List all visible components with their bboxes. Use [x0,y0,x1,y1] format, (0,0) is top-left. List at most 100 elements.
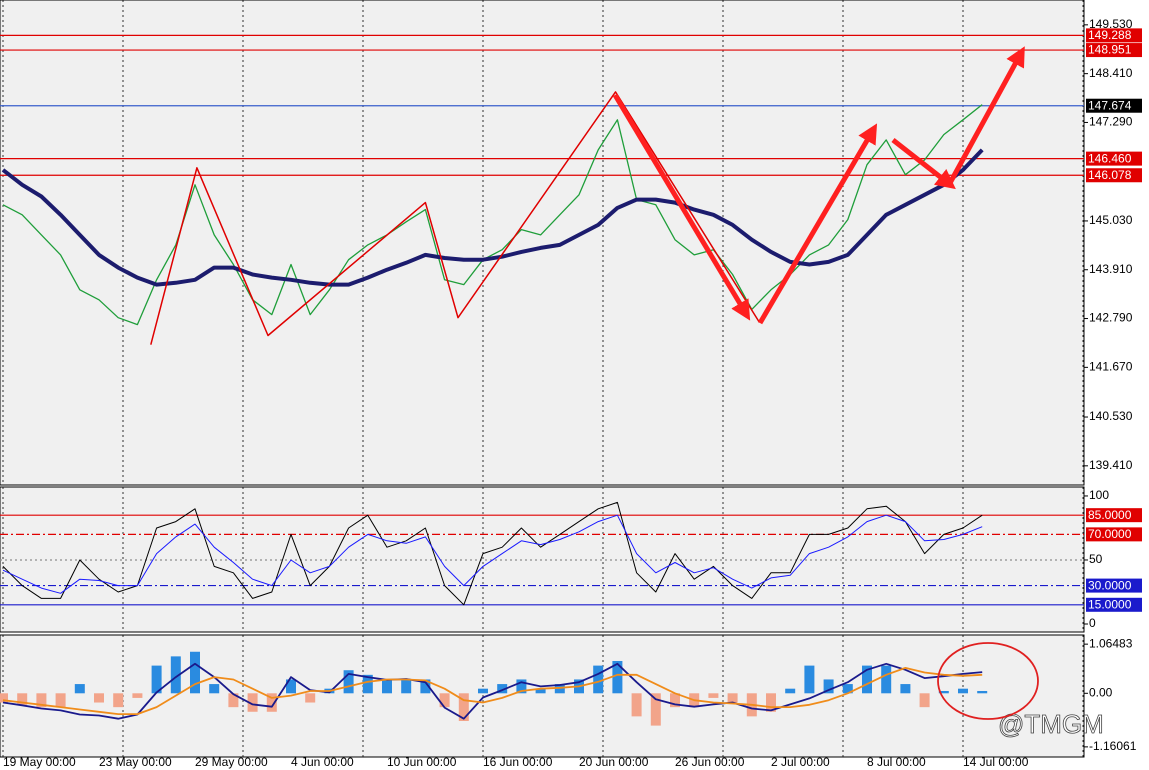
histogram-bar [593,665,604,694]
y-tick-label: 148.410 [1089,66,1133,80]
y-tick-label: 149.530 [1089,17,1133,31]
x-tick-label: 23 May 00:00 [99,755,172,769]
x-tick-label: 26 Jun 00:00 [675,755,745,769]
signal-line [2,667,983,715]
y-tick-label: 147.290 [1089,115,1133,129]
histogram-bar [132,693,143,698]
level-label-box [1086,28,1142,43]
y-tick-label: 1.06483 [1089,636,1133,650]
vertical-grid [2,0,1084,757]
histogram-bar [938,690,949,694]
x-tick-label: 19 May 00:00 [3,755,76,769]
level-label-box [1086,527,1142,542]
histogram-bar [650,693,661,726]
histogram-bar [804,665,815,694]
trend-arrow [891,138,956,190]
x-tick-label: 4 Jun 00:00 [291,755,354,769]
histogram-bar [0,693,8,703]
trend-arrow [757,123,878,325]
level-label-box [1086,43,1142,58]
x-tick-label: 29 May 00:00 [195,755,268,769]
x-tick-label: 2 Jul 00:00 [771,755,830,769]
histogram-bar [439,693,450,708]
highlight-circle [937,642,1039,720]
histogram-bar [977,690,988,694]
price-line [2,104,983,326]
level-label-box [1086,168,1142,183]
histogram-bar [151,665,162,694]
main-panel [0,0,1085,486]
level-label: 85.0000 [1088,508,1132,522]
histogram-bar [497,684,508,694]
trend-arrow [612,93,751,321]
x-tick-label: 14 Jul 00:00 [963,755,1029,769]
histogram-bar [401,679,412,694]
histogram-bar [842,684,853,694]
level-label-box [1086,597,1142,612]
level-label: 146.078 [1088,168,1132,182]
histogram-bar [209,684,220,694]
histogram-bar [36,693,47,708]
histogram-bar [458,693,469,721]
y-tick-label: 142.790 [1089,311,1133,325]
macd-panel [0,634,1085,758]
y-tick-label: 145.030 [1089,213,1133,227]
y-tick-label: 100 [1089,488,1109,502]
histogram-bar [74,684,85,694]
histogram-bar [362,674,373,694]
histogram-bar [727,693,738,703]
histogram-bar [478,688,488,694]
x-tick-label: 10 Jun 00:00 [387,755,457,769]
level-label: 70.0000 [1088,527,1132,541]
level-label: 147.674 [1088,98,1132,112]
histogram-bar [823,679,834,694]
histogram-bar [55,693,66,708]
histogram-bar [343,670,354,694]
level-label: 149.288 [1088,28,1132,42]
y-tick-label: 50 [1089,552,1103,566]
level-label-box [1086,508,1142,523]
zigzag [150,91,761,345]
y-tick-label: 141.670 [1089,360,1133,374]
histogram-bar [17,693,28,705]
level-label-box [1086,151,1142,166]
histogram-bar [785,688,796,694]
y-tick-label: 143.910 [1089,262,1133,276]
x-tick-label: 8 Jul 00:00 [867,755,926,769]
histogram-bar [170,656,181,694]
level-label-box [1086,98,1142,113]
histogram-bar [958,688,968,694]
histogram-bar [247,693,258,712]
histogram-bar [305,693,316,703]
histogram-bar [286,679,296,694]
trend-arrow [947,46,1025,185]
histogram-bar [919,693,930,708]
watermark: @TMGM [998,709,1104,739]
histogram-bar [516,679,527,694]
oscillator-line [2,501,983,606]
y-tick-label: 139.410 [1089,458,1133,472]
histogram-bar [862,665,872,694]
histogram-bar [382,679,392,694]
macd-line [2,662,983,720]
level-label: 15.0000 [1088,597,1132,611]
histogram-bar [631,693,642,717]
y-tick-label: 0.00 [1089,685,1113,699]
level-label: 146.460 [1088,151,1132,165]
histogram-bar [708,693,719,698]
histogram-bar [766,693,776,712]
x-tick-label: 16 Jun 00:00 [483,755,553,769]
level-label: 148.951 [1088,43,1132,57]
histogram-bar [881,665,892,694]
histogram-bar [420,679,431,694]
histogram-bar [535,688,546,694]
histogram-bar [900,684,911,694]
y-tick-label: 0 [1089,616,1096,630]
histogram-bar [670,693,680,708]
histogram-bar [228,693,239,708]
histogram-bar [113,693,124,708]
histogram-bar [266,693,277,712]
level-label: 30.0000 [1088,578,1132,592]
